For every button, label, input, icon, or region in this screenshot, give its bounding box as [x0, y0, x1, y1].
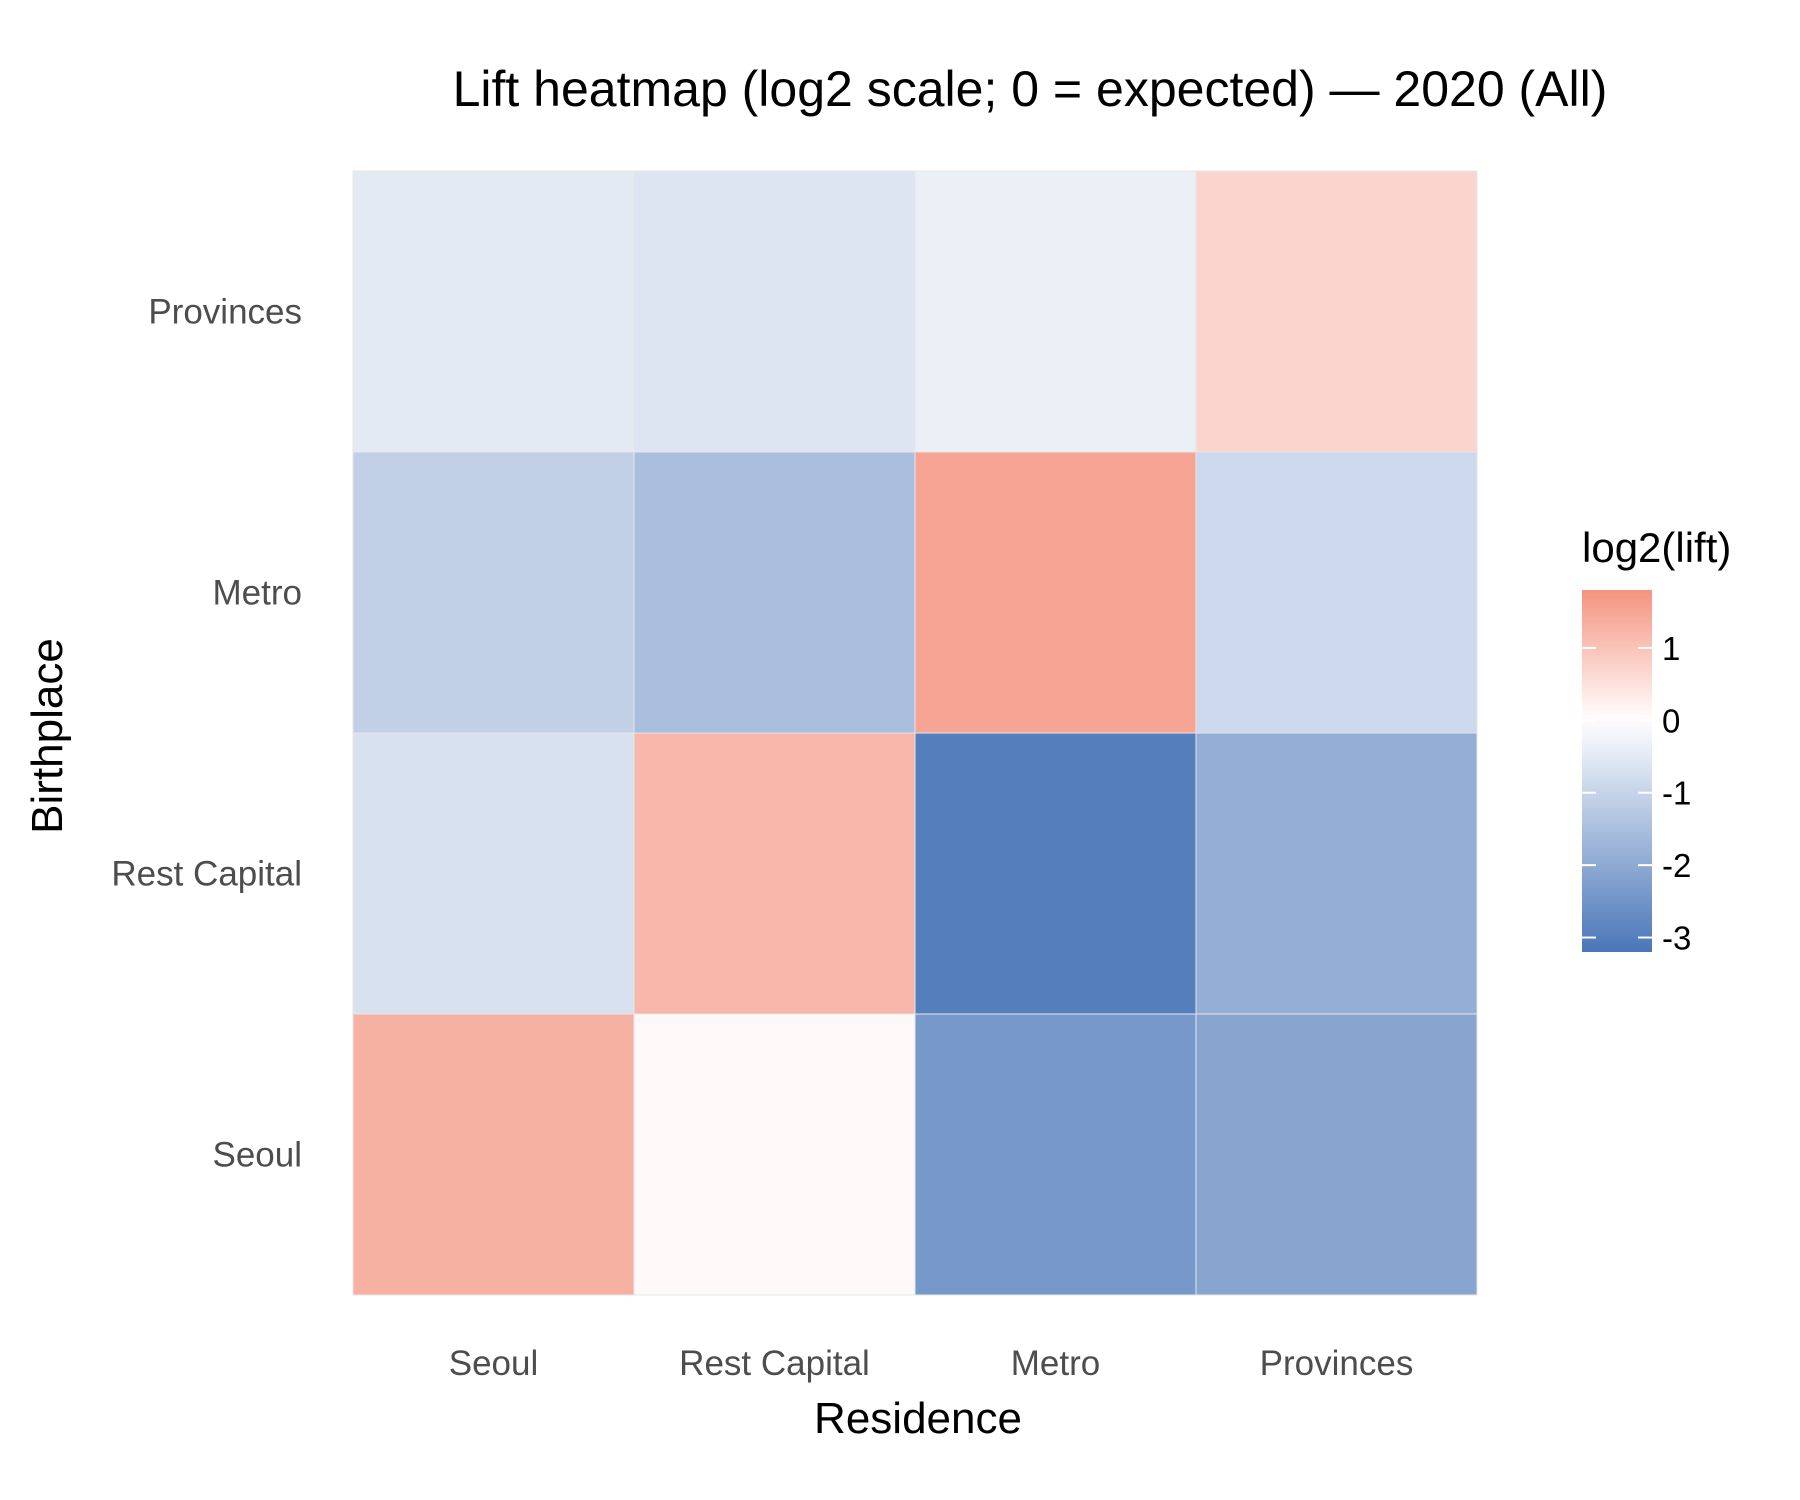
legend-title: log2(lift): [1582, 524, 1731, 571]
x-axis-title: Residence: [814, 1394, 1022, 1443]
legend-ticks: 1 0 -1 -2 -3: [1582, 630, 1691, 957]
legend-colorbar: [1582, 590, 1652, 952]
x-tick-label: Rest Capital: [679, 1344, 870, 1383]
x-tick-label: Provinces: [1260, 1344, 1414, 1383]
heatmap-cell-rest-capital-provinces: [1195, 732, 1478, 1015]
legend-tick-label: -3: [1662, 920, 1691, 957]
y-tick-label: Metro: [213, 574, 302, 613]
y-tick-label: Provinces: [148, 293, 302, 332]
legend-tick-label: 1: [1662, 630, 1680, 667]
heatmap-cell-provinces-seoul: [352, 170, 635, 453]
heatmap-cell-seoul-provinces: [1195, 1013, 1478, 1296]
heatmap-cell-metro-rest-capital: [633, 451, 916, 734]
heatmap-cell-provinces-provinces: [1195, 170, 1478, 453]
legend-tick-label: 0: [1662, 702, 1680, 739]
heatmap-cell-rest-capital-seoul: [352, 732, 635, 1015]
heatmap-cells: [352, 170, 1478, 1296]
y-axis-ticks: Seoul Rest Capital Metro Provinces: [111, 293, 302, 1175]
x-tick-label: Metro: [1011, 1344, 1100, 1383]
chart-title: Lift heatmap (log2 scale; 0 = expected) …: [453, 61, 1608, 117]
y-tick-label: Seoul: [212, 1136, 302, 1175]
heatmap-cell-provinces-metro: [914, 170, 1197, 453]
x-tick-label: Seoul: [449, 1344, 539, 1383]
heatmap-cell-seoul-seoul: [352, 1013, 635, 1296]
y-tick-label: Rest Capital: [111, 855, 302, 894]
heatmap-cell-metro-seoul: [352, 451, 635, 734]
heatmap-cell-rest-capital-rest-capital: [633, 732, 916, 1015]
heatmap-cell-metro-provinces: [1195, 451, 1478, 734]
heatmap-cell-metro-metro: [914, 451, 1197, 734]
heatmap-cell-seoul-rest-capital: [633, 1013, 916, 1296]
legend-tick-label: -2: [1662, 847, 1691, 884]
legend-tick-label: -1: [1662, 775, 1691, 812]
y-axis-title: Birthplace: [23, 638, 72, 834]
color-legend: log2(lift) 1 0 -1 -2 -3: [1582, 524, 1731, 957]
heatmap-cell-seoul-metro: [914, 1013, 1197, 1296]
heatmap-cell-rest-capital-metro: [914, 732, 1197, 1015]
heatmap-cell-provinces-rest-capital: [633, 170, 916, 453]
x-axis-ticks: Seoul Rest Capital Metro Provinces: [449, 1344, 1414, 1383]
